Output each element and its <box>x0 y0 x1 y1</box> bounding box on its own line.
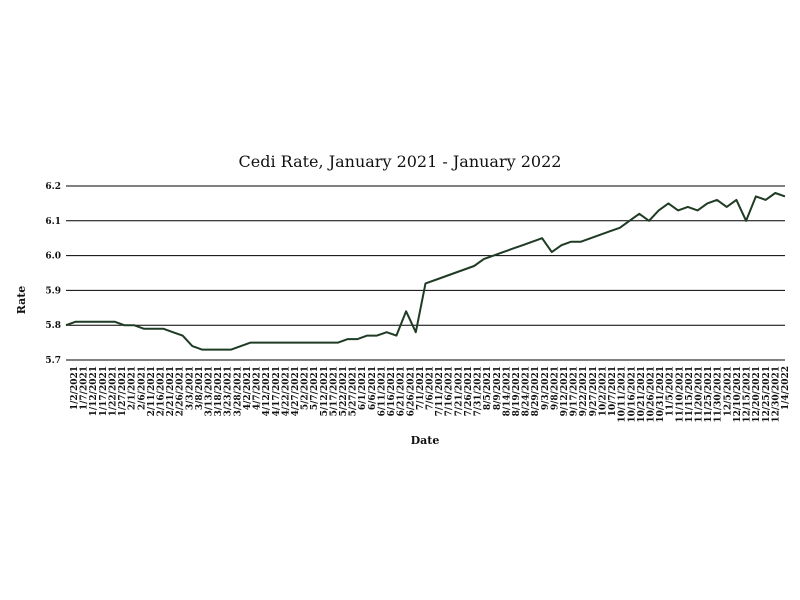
x-tick-label: 7/6/2021 <box>426 366 436 410</box>
x-tick-label: 6/6/2021 <box>368 366 378 410</box>
x-tick-label: 3/23/2021 <box>224 366 234 416</box>
x-tick-label: 12/15/2021 <box>743 366 753 423</box>
x-tick-label: 11/30/2021 <box>714 366 724 423</box>
x-tick-label: 9/17/2021 <box>570 366 580 416</box>
x-tick-label: 10/2/2021 <box>598 366 608 416</box>
x-tick-label: 9/22/2021 <box>579 366 589 416</box>
x-tick-label: 2/16/2021 <box>157 366 167 416</box>
gridlines <box>66 185 785 361</box>
x-tick-label: 2/11/2021 <box>147 366 157 416</box>
x-tick-label: 12/20/2021 <box>752 366 762 423</box>
x-tick-label: 4/12/2021 <box>262 366 272 416</box>
x-tick-label: 1/12/2021 <box>89 366 99 416</box>
x-tick-label: 10/21/2021 <box>637 366 647 423</box>
x-tick-label: 2/1/2021 <box>128 366 138 410</box>
y-tick-label: 6.2 <box>45 182 61 192</box>
x-tick-label: 11/25/2021 <box>704 366 714 423</box>
y-tick-label: 5.9 <box>45 286 61 296</box>
x-tick-label: 8/29/2021 <box>531 366 541 416</box>
y-tick-label: 6.0 <box>45 252 61 262</box>
x-tick-label: 10/7/2021 <box>608 366 618 416</box>
x-tick-label: 6/11/2021 <box>378 366 388 416</box>
x-tick-label: 2/21/2021 <box>166 366 176 416</box>
x-tick-label: 1/2/2021 <box>70 366 80 410</box>
x-tick-label: 8/5/2021 <box>483 366 493 410</box>
x-tick-label: 10/11/2021 <box>618 366 628 423</box>
x-tick-label: 2/6/2021 <box>137 366 147 410</box>
y-axis-label: Rate <box>15 286 28 315</box>
x-tick-label: 9/3/2021 <box>541 366 551 410</box>
x-tick-label: 5/17/2021 <box>329 366 339 416</box>
x-tick-labels: 1/2/2021 1/7/2021 1/12/2021 1/17/2021 1/22/2… <box>70 366 791 423</box>
x-tick-label: 7/31/2021 <box>474 366 484 416</box>
x-tick-label: 11/20/2021 <box>695 366 705 423</box>
rate-series-line <box>65 192 786 351</box>
x-tick-label: 5/22/2021 <box>339 366 349 416</box>
x-tick-label: 8/19/2021 <box>512 366 522 416</box>
x-tick-label: 6/21/2021 <box>397 366 407 416</box>
x-tick-label: 5/7/2021 <box>310 366 320 410</box>
x-tick-label: 1/17/2021 <box>99 366 109 416</box>
x-tick-label: 11/5/2021 <box>666 366 676 416</box>
x-tick-label: 4/22/2021 <box>281 366 291 416</box>
x-tick-label: 8/14/2021 <box>502 366 512 416</box>
x-tick-label: 3/3/2021 <box>185 366 195 410</box>
x-tick-label: 12/5/2021 <box>723 366 733 416</box>
x-tick-label: 5/27/2021 <box>349 366 359 416</box>
x-tick-label: 8/9/2021 <box>493 366 503 410</box>
x-tick-label: 5/12/2021 <box>320 366 330 416</box>
x-tick-label: 12/30/2021 <box>771 366 781 423</box>
x-tick-label: 7/16/2021 <box>445 366 455 416</box>
x-tick-label: 10/31/2021 <box>656 366 666 423</box>
y-tick-label: 5.8 <box>45 321 61 331</box>
chart-title: Cedi Rate, January 2021 - January 2022 <box>239 152 562 171</box>
x-tick-label: 7/26/2021 <box>464 366 474 416</box>
x-tick-label: 12/10/2021 <box>733 366 743 423</box>
x-tick-label: 1/27/2021 <box>118 366 128 416</box>
x-tick-label: 1/4/2022 <box>781 366 791 410</box>
x-tick-label: 3/8/2021 <box>195 366 205 410</box>
x-tick-label: 10/16/2021 <box>627 366 637 423</box>
x-tick-label: 4/17/2021 <box>272 366 282 416</box>
x-tick-label: 5/2/2021 <box>301 366 311 410</box>
y-tick-label: 5.7 <box>45 356 61 366</box>
y-tick-labels: 5.7 5.8 5.9 6.0 6.1 6.2 <box>45 182 61 366</box>
x-tick-label: 3/28/2021 <box>233 366 243 416</box>
plot-area <box>65 192 786 351</box>
x-tick-label: 1/7/2021 <box>80 366 90 410</box>
y-tick-label: 6.1 <box>45 217 61 227</box>
x-tick-label: 3/18/2021 <box>214 366 224 416</box>
x-tick-label: 4/27/2021 <box>291 366 301 416</box>
x-tick-label: 3/13/2021 <box>205 366 215 416</box>
x-tick-label: 4/7/2021 <box>253 366 263 410</box>
x-tick-label: 6/26/2021 <box>406 366 416 416</box>
x-tick-label: 7/1/2021 <box>416 366 426 410</box>
x-tick-label: 6/1/2021 <box>358 366 368 410</box>
x-tick-label: 10/26/2021 <box>647 366 657 423</box>
x-tick-label: 1/22/2021 <box>108 366 118 416</box>
x-tick-label: 9/12/2021 <box>560 366 570 416</box>
x-tick-label: 9/8/2021 <box>550 366 560 410</box>
x-tick-label: 7/21/2021 <box>454 366 464 416</box>
x-tick-label: 11/10/2021 <box>675 366 685 423</box>
x-tick-label: 7/11/2021 <box>435 366 445 416</box>
x-tick-label: 4/2/2021 <box>243 366 253 410</box>
x-axis-label: Date <box>411 434 440 447</box>
x-tick-label: 2/26/2021 <box>176 366 186 416</box>
x-tick-label: 12/25/2021 <box>762 366 772 423</box>
x-tick-label: 6/16/2021 <box>387 366 397 416</box>
x-tick-label: 9/27/2021 <box>589 366 599 416</box>
x-tick-label: 8/24/2021 <box>522 366 532 416</box>
x-tick-label: 11/15/2021 <box>685 366 695 423</box>
